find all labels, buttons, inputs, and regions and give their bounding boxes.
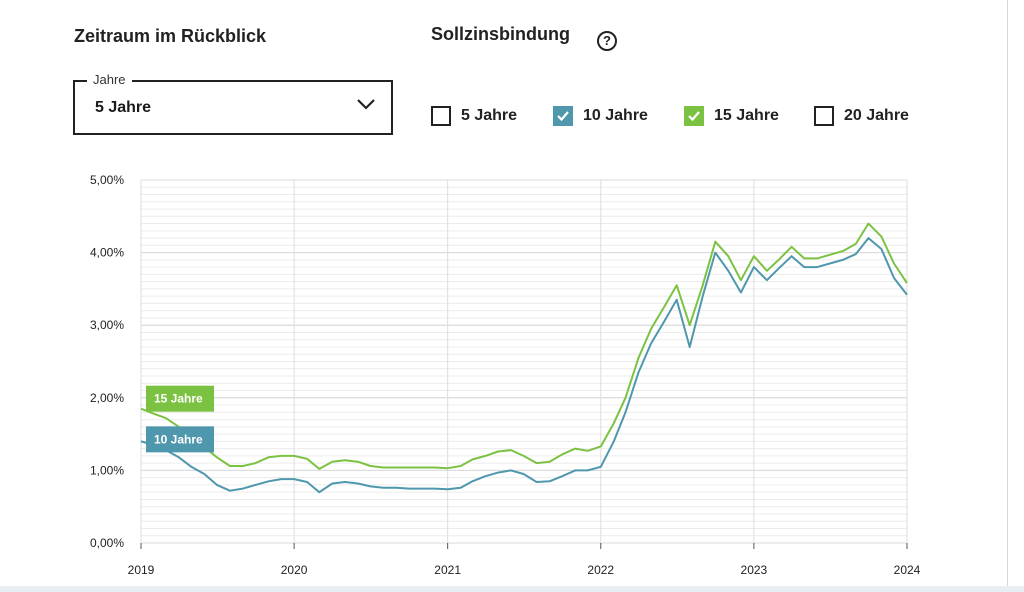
series-line-10-jahre [140, 237, 908, 494]
checkbox-5-jahre-box[interactable] [431, 106, 451, 126]
chevron-down-icon [357, 99, 375, 110]
checkbox-5-jahre[interactable]: 5 Jahre [431, 106, 517, 126]
checkbox-20-jahre[interactable]: 20 Jahre [814, 106, 909, 126]
y-tick-label: 1,00% [90, 463, 124, 477]
question-circle-icon[interactable]: ? [597, 31, 617, 51]
checkbox-5-jahre-label: 5 Jahre [461, 107, 518, 124]
checkbox-10-jahre-box[interactable] [553, 106, 573, 126]
select-legend: Jahre [87, 72, 132, 87]
x-tick-label: 2020 [281, 563, 308, 577]
x-tick-label: 2019 [128, 563, 155, 577]
checkbox-20-jahre-label: 20 Jahre [844, 107, 909, 124]
y-tick-label: 4,00% [90, 246, 124, 260]
range-select[interactable]: Jahre 5 Jahre [73, 72, 393, 135]
y-tick-label: 2,00% [90, 391, 124, 405]
x-tick-label: 2024 [894, 563, 921, 577]
footer-strip [0, 586, 1024, 592]
series-tag-10-jahre [146, 426, 214, 453]
series-tag-label: 15 Jahre [154, 392, 203, 406]
y-tick-label: 5,00% [90, 173, 124, 187]
checkbox-15-jahre[interactable]: 15 Jahre [684, 106, 779, 126]
checkbox-15-jahre-label: 15 Jahre [714, 107, 779, 124]
x-tick-label: 2022 [587, 563, 614, 577]
y-tick-label: 0,00% [90, 536, 124, 550]
binding-heading: Sollzinsbindung [431, 24, 570, 44]
checkbox-10-jahre-label: 10 Jahre [583, 107, 648, 124]
series-tag-15-jahre [146, 385, 214, 412]
checkbox-10-jahre[interactable]: 10 Jahre [553, 106, 648, 126]
checkbox-15-jahre-box[interactable] [684, 106, 704, 126]
x-tick-label: 2021 [434, 563, 461, 577]
page-divider [1007, 0, 1008, 592]
y-tick-label: 3,00% [90, 318, 124, 332]
select-value: 5 Jahre [95, 99, 152, 116]
checkbox-20-jahre-box[interactable] [814, 106, 834, 126]
check-icon [688, 111, 700, 122]
x-tick-label: 2023 [741, 563, 768, 577]
series-line-15-jahre [140, 222, 908, 470]
check-icon [557, 111, 569, 122]
series-tag-label: 10 Jahre [154, 432, 203, 446]
range-heading: Zeitraum im Rückblick [74, 26, 267, 46]
